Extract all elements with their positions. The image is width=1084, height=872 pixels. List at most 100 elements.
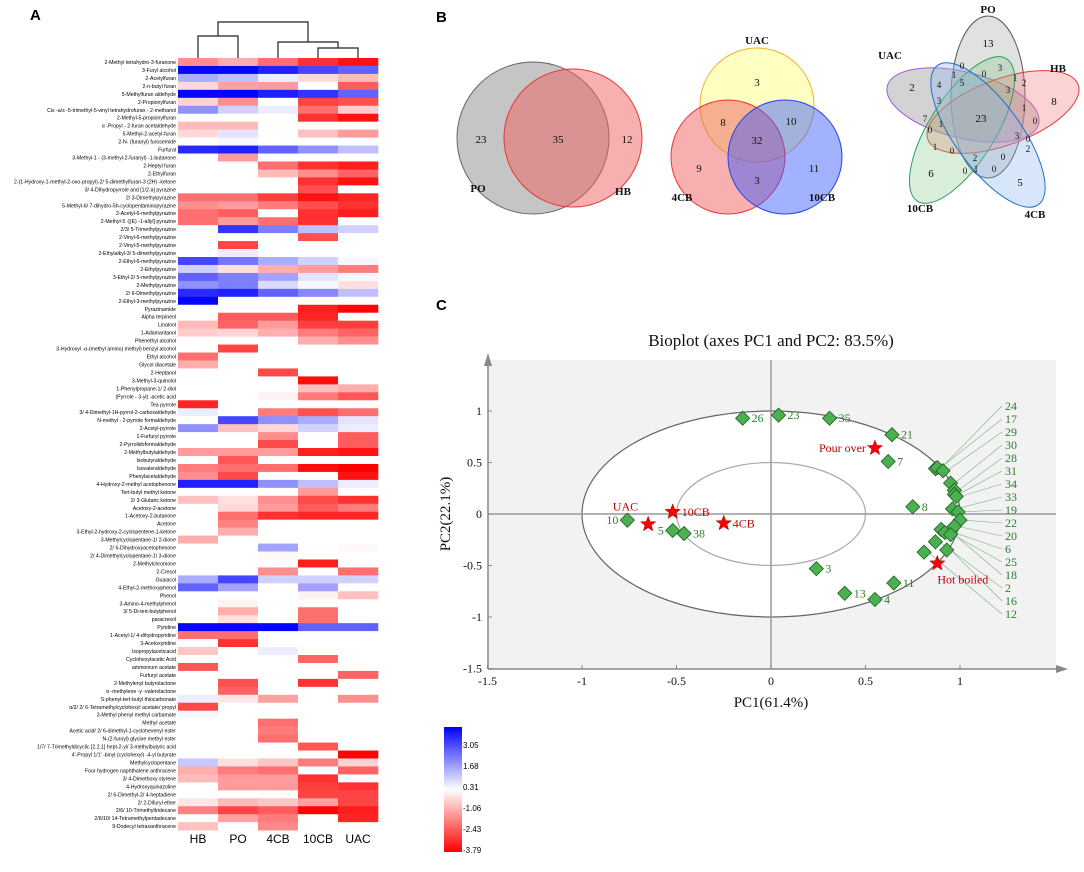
row-label: α -Propyl - 2-furan acetaldehyde xyxy=(102,124,176,130)
heatmap-cell xyxy=(338,177,379,186)
heatmap-cell xyxy=(258,694,299,704)
heatmap-cell xyxy=(338,105,379,115)
point-label: 20 xyxy=(1005,529,1017,543)
venn-count: 4 xyxy=(937,80,942,90)
heatmap-cell xyxy=(338,734,379,743)
heatmap-cell xyxy=(298,360,339,369)
row-label: Pyrazinamide xyxy=(145,307,177,313)
heatmap-cell xyxy=(258,479,299,489)
row-label: 1-Adamantanol xyxy=(141,331,176,337)
heatmap-cell xyxy=(258,710,299,719)
venn-count: 13 xyxy=(983,38,995,50)
heatmap-cell xyxy=(178,233,219,242)
row-label: α/2/ 2/ 6-Tetramethylcyclohexyl acetate/… xyxy=(69,705,176,711)
heatmap-cell xyxy=(258,750,299,759)
row-label: 2-Methylbutylaldehyde xyxy=(124,450,176,456)
heatmap-cell xyxy=(218,169,259,178)
venn-ellipse-hb xyxy=(926,70,1080,154)
heatmap-cell xyxy=(258,400,299,409)
x-tick-label: 0 xyxy=(768,674,774,688)
heatmap-cell xyxy=(298,766,339,775)
row-label: 2-(1-Hydroxy-1-methyl-2-oxo-propyl)-2/ 5… xyxy=(14,179,176,185)
heatmap-cell xyxy=(298,527,339,536)
variable-point: 23 xyxy=(770,407,800,423)
point-label: 6 xyxy=(1005,542,1011,556)
heatmap-cell xyxy=(218,798,259,807)
heatmap-cell xyxy=(338,647,379,656)
heatmap-cell xyxy=(178,471,219,481)
heatmap-cell xyxy=(178,65,219,75)
heatmap-cell xyxy=(338,599,379,608)
heatmap-cell xyxy=(218,328,259,337)
venn-two-set: 23 35 12 PO HB xyxy=(456,61,643,215)
heatmap-cell xyxy=(218,217,259,226)
heatmap-cell xyxy=(338,782,379,791)
venn-count: 6 xyxy=(928,168,934,180)
heatmap-cell xyxy=(298,113,339,122)
heatmap-cell xyxy=(338,479,379,489)
heatmap-cell xyxy=(338,137,379,146)
heatmap-cell xyxy=(298,384,339,393)
heatmap-cell xyxy=(218,670,259,680)
point-label: 30 xyxy=(1005,438,1017,452)
heatmap-cell xyxy=(338,328,379,337)
row-label: N-(2-furoyl) glycine methyl ester xyxy=(102,737,176,743)
variable-point: 8 xyxy=(905,499,928,515)
heatmap-cell xyxy=(218,575,259,584)
heatmap-cell xyxy=(338,65,379,75)
row-label: 2/ 2-Difuryl ether xyxy=(138,800,177,806)
heatmap-cell xyxy=(178,567,219,576)
heatmap-cell xyxy=(178,456,219,465)
row-label: Four hydrogen naphthalene anthracene xyxy=(85,768,176,774)
heatmap-cell xyxy=(298,591,339,600)
venn-set-label: PO xyxy=(470,183,486,195)
heatmap-cell xyxy=(178,209,219,218)
heatmap-cell xyxy=(178,495,219,505)
venn-set-label: UAC xyxy=(878,50,902,62)
heatmap-cell xyxy=(298,336,339,345)
venn-count: 1 xyxy=(974,164,979,174)
variable-point: 21 xyxy=(884,427,913,443)
label-leader-line xyxy=(950,549,1003,602)
row-label: 2-Ethylpyrazine xyxy=(140,267,176,273)
row-label: 4-Hydroxyquinazoline xyxy=(126,784,176,790)
y-tick-label: 1 xyxy=(476,404,482,418)
heatmap-cell xyxy=(178,241,219,250)
row-label: 2-Cresol xyxy=(156,569,176,575)
heatmap-cell xyxy=(338,249,379,258)
heatmap: 2-Methyl tetrahydro-3-furanone 3-Furyl al… xyxy=(14,58,379,831)
heatmap-cell xyxy=(338,456,379,465)
variable-point: 4 xyxy=(867,591,890,608)
x-axis-label: PC1(61.4%) xyxy=(734,695,809,711)
heatmap-cell xyxy=(298,702,339,712)
row-label: 1-Acetyl-1/ 4-dihydropyridine xyxy=(110,633,176,639)
heatmap-cell xyxy=(298,193,339,202)
heatmap-cell xyxy=(258,432,299,441)
heatmap-cell xyxy=(258,463,299,473)
heatmap-cell xyxy=(338,233,379,242)
row-label: 2/3/ 5-Trimethylpyrazine xyxy=(121,227,177,233)
venn-count: 10 xyxy=(786,116,798,128)
heatmap-cell xyxy=(218,647,259,656)
heatmap-cell xyxy=(338,344,379,353)
row-label: 2-n-butyl furan xyxy=(143,84,177,90)
heatmap-cell xyxy=(258,408,299,417)
heatmap-cell xyxy=(338,169,379,178)
heatmap-cell xyxy=(258,615,299,624)
venn-ellipse-4cb xyxy=(930,62,1046,208)
venn-count: 5 xyxy=(960,78,965,88)
heatmap-cell xyxy=(338,296,379,306)
row-label: Acetone xyxy=(157,522,176,528)
heatmap-cell xyxy=(258,312,299,321)
variable-point: 34 xyxy=(948,477,1017,505)
label-leader-line xyxy=(946,431,1003,471)
heatmap-cell xyxy=(298,782,339,791)
heatmap-cell xyxy=(258,384,299,393)
row-label: Pyridine xyxy=(157,625,176,631)
point-label: 19 xyxy=(1005,503,1017,517)
heatmap-cell xyxy=(258,89,299,99)
heatmap-cell xyxy=(338,798,379,807)
heatmap-cell xyxy=(338,583,379,592)
heatmap-cell xyxy=(178,105,219,115)
heatmap-cell xyxy=(218,153,259,162)
